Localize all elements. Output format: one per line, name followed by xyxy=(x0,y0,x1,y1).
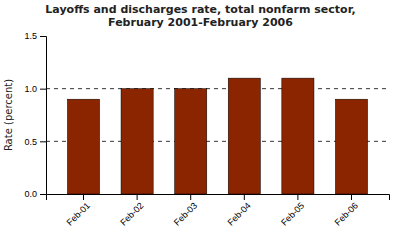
y-axis-title: Rate (percent) xyxy=(3,79,14,151)
bar xyxy=(228,78,260,194)
y-axis: 0.0 0.5 1.0 1.5 xyxy=(24,31,46,199)
y-tick-mark xyxy=(40,141,46,142)
y-tick: 1.5 xyxy=(24,31,46,41)
x-tick-mark xyxy=(190,194,191,200)
y-tick-label: 1.0 xyxy=(24,84,37,94)
x-tick: Feb-06 xyxy=(333,194,360,228)
x-tick-label: Feb-06 xyxy=(333,200,360,227)
x-tick-label: Feb-02 xyxy=(118,200,145,227)
bar xyxy=(282,78,314,194)
y-tick-label: 0.0 xyxy=(24,189,37,199)
title-line: Layoffs and discharges rate, total nonfa… xyxy=(45,3,355,16)
y-tick: 1.0 xyxy=(24,84,46,94)
x-axis-line xyxy=(47,195,390,201)
x-tick: Feb-01 xyxy=(65,194,92,228)
x-tick: Feb-05 xyxy=(279,194,306,228)
bar xyxy=(335,99,367,194)
bar xyxy=(175,89,207,194)
x-tick: Feb-04 xyxy=(225,194,252,228)
bars xyxy=(67,78,367,194)
x-tick-mark xyxy=(297,194,298,200)
x-axis: Feb-01 Feb-02 Feb-03 Feb-04 Feb-05 Feb-06 xyxy=(47,194,390,228)
x-tick-label: Feb-01 xyxy=(65,200,92,227)
x-tick: Feb-02 xyxy=(118,194,145,228)
x-tick-label: Feb-05 xyxy=(279,200,306,227)
chart: Layoffs and discharges rate, total nonfa… xyxy=(0,0,401,238)
x-tick-mark xyxy=(83,194,84,200)
y-tick-mark xyxy=(40,194,46,195)
x-tick-mark xyxy=(137,194,138,200)
title-line: February 2001-February 2006 xyxy=(108,16,293,29)
x-tick: Feb-03 xyxy=(172,194,199,228)
y-tick: 0.5 xyxy=(24,137,46,147)
y-tick-mark xyxy=(40,36,46,37)
y-axis-line xyxy=(40,37,47,195)
y-tick-label: 0.5 xyxy=(24,137,37,147)
y-tick: 0.0 xyxy=(24,189,46,199)
bar xyxy=(121,89,153,194)
y-tick-label: 1.5 xyxy=(24,31,37,41)
x-tick-mark xyxy=(351,194,352,200)
y-tick-mark xyxy=(40,89,46,90)
title: Layoffs and discharges rate, total nonfa… xyxy=(45,3,355,29)
grid-line xyxy=(46,88,389,89)
x-tick-mark xyxy=(244,194,245,200)
x-tick-label: Feb-03 xyxy=(172,200,199,227)
x-tick-label: Feb-04 xyxy=(225,200,252,227)
plot: 0.00.51.01.5Feb-01Feb-02Feb-03Feb-04Feb-… xyxy=(24,31,389,227)
bar xyxy=(67,99,99,194)
